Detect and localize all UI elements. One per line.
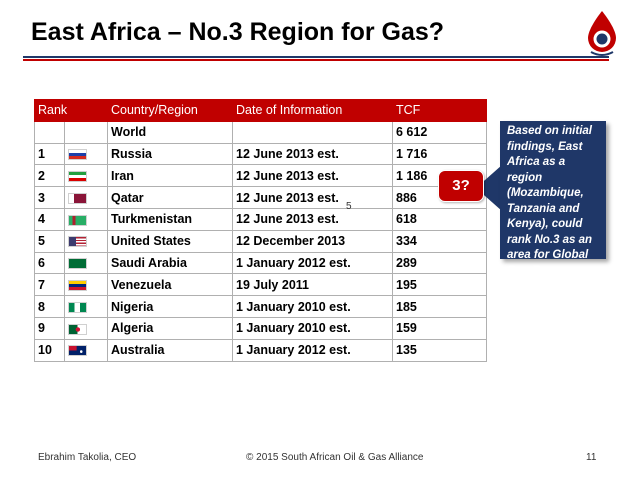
flag-cell bbox=[64, 251, 108, 275]
date-cell: 1 January 2012 est. bbox=[232, 251, 393, 275]
tcf-cell: 159 bbox=[392, 316, 487, 340]
russia-flag-icon bbox=[68, 149, 87, 161]
slide-title: East Africa – No.3 Region for Gas? bbox=[31, 18, 445, 46]
page-number: 11 bbox=[586, 452, 597, 463]
tcf-cell: 6 612 bbox=[392, 120, 487, 144]
rank-cell: 7 bbox=[34, 273, 65, 297]
country-cell: World bbox=[107, 120, 233, 144]
table-row: 1 Russia 12 June 2013 est. 1 716 bbox=[34, 142, 487, 166]
date-cell: 12 December 2013 bbox=[232, 229, 393, 253]
country-cell: Russia bbox=[107, 142, 233, 166]
tcf-cell: 1 716 bbox=[392, 142, 487, 166]
company-logo bbox=[588, 11, 616, 56]
flag-cell bbox=[64, 120, 108, 144]
date-cell: 1 January 2010 est. bbox=[232, 316, 393, 340]
saudi-arabia-flag-icon bbox=[68, 258, 87, 270]
footer-copyright: © 2015 South African Oil & Gas Alliance bbox=[246, 452, 424, 463]
date-cell: 1 January 2010 est. bbox=[232, 295, 393, 318]
footer-author: Ebrahim Takolia, CEO bbox=[38, 452, 137, 463]
title-rule-red bbox=[23, 59, 609, 61]
flag-cell bbox=[64, 316, 108, 340]
venezuela-flag-icon bbox=[68, 279, 87, 291]
tcf-cell: 185 bbox=[392, 295, 487, 318]
date-cell: 19 July 2011 bbox=[232, 273, 393, 297]
date-cell: 12 June 2013 est. bbox=[232, 207, 393, 231]
flag-cell bbox=[64, 207, 108, 231]
tcf-cell: 135 bbox=[392, 338, 487, 362]
table-row: 6 Saudi Arabia 1 January 2012 est. 289 bbox=[34, 251, 487, 275]
tcf-cell: 618 bbox=[392, 207, 487, 231]
usa-flag-icon bbox=[68, 236, 87, 248]
table-row: World 6 612 bbox=[34, 120, 487, 144]
header-tcf: TCF bbox=[392, 99, 487, 122]
rank-cell: 8 bbox=[34, 295, 65, 318]
nigeria-flag-icon bbox=[68, 301, 87, 313]
table-row: 4 Turkmenistan 12 June 2013 est. 618 bbox=[34, 207, 487, 231]
turkmenistan-flag-icon bbox=[68, 214, 87, 226]
flag-cell bbox=[64, 164, 108, 188]
rank-cell: 2 bbox=[34, 164, 65, 188]
title-rule-navy bbox=[23, 56, 609, 58]
flag-cell bbox=[64, 273, 108, 297]
country-cell: Turkmenistan bbox=[107, 207, 233, 231]
country-cell: Qatar bbox=[107, 186, 233, 209]
table-row: 2 Iran 12 June 2013 est. 1 186 bbox=[34, 164, 487, 188]
tcf-cell: 195 bbox=[392, 273, 487, 297]
country-cell: Venezuela bbox=[107, 273, 233, 297]
flag-cell bbox=[64, 229, 108, 253]
rank-cell: 6 bbox=[34, 251, 65, 275]
country-cell: Saudi Arabia bbox=[107, 251, 233, 275]
country-cell: Iran bbox=[107, 164, 233, 188]
australia-flag-icon bbox=[68, 345, 87, 357]
country-cell: Algeria bbox=[107, 316, 233, 340]
country-cell: United States bbox=[107, 229, 233, 253]
country-cell: Australia bbox=[107, 338, 233, 362]
rank-cell: 9 bbox=[34, 316, 65, 340]
rank-cell: 4 bbox=[34, 207, 65, 231]
table-row: 8 Nigeria 1 January 2010 est. 185 bbox=[34, 295, 487, 318]
rank-cell: 3 bbox=[34, 186, 65, 209]
iran-flag-icon bbox=[68, 170, 87, 182]
rank-cell bbox=[34, 120, 65, 144]
header-rank: Rank bbox=[34, 99, 108, 122]
date-cell: 12 June 2013 est. bbox=[232, 164, 393, 188]
callout-box: Based on initial findings, East Africa a… bbox=[500, 121, 606, 277]
flag-cell bbox=[64, 186, 108, 209]
flag-cell bbox=[64, 295, 108, 318]
qatar-flag-icon bbox=[68, 192, 87, 204]
table-row: 9 Algeria 1 January 2010 est. 159 bbox=[34, 316, 487, 340]
table-header-row: Rank Country/Region Date of Information … bbox=[34, 99, 487, 122]
tcf-cell: 334 bbox=[392, 229, 487, 253]
tcf-cell: 289 bbox=[392, 251, 487, 275]
rank-badge: 3? bbox=[438, 170, 484, 202]
flag-cell bbox=[64, 338, 108, 362]
flag-cell bbox=[64, 142, 108, 166]
rank-cell: 5 bbox=[34, 229, 65, 253]
table-row: 10 Australia 1 January 2012 est. 135 bbox=[34, 338, 487, 362]
gas-reserves-table: Rank Country/Region Date of Information … bbox=[34, 99, 487, 362]
algeria-flag-icon bbox=[68, 323, 87, 335]
date-cell bbox=[232, 120, 393, 144]
header-date: Date of Information bbox=[232, 99, 393, 122]
stray-mark: 5 bbox=[346, 201, 352, 212]
country-cell: Nigeria bbox=[107, 295, 233, 318]
table-row: 7 Venezuela 19 July 2011 195 bbox=[34, 273, 487, 297]
header-country: Country/Region bbox=[107, 99, 233, 122]
date-cell: 1 January 2012 est. bbox=[232, 338, 393, 362]
rank-cell: 10 bbox=[34, 338, 65, 362]
callout-arrow-icon bbox=[476, 165, 502, 211]
table-row: 5 United States 12 December 2013 334 bbox=[34, 229, 487, 253]
date-cell: 12 June 2013 est. bbox=[232, 142, 393, 166]
table-row: 3 Qatar 12 June 2013 est. 886 bbox=[34, 186, 487, 209]
date-cell: 12 June 2013 est. bbox=[232, 186, 393, 209]
rank-cell: 1 bbox=[34, 142, 65, 166]
